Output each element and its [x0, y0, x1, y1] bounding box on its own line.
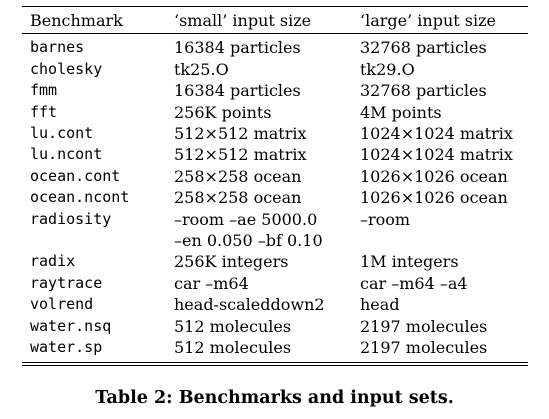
benchmark-name: fft [30, 102, 58, 121]
large-input-line: –room [360, 209, 411, 229]
benchmark-name: volrend [30, 295, 94, 314]
table-row: ocean.ncont 258×258 ocean 1026×1026 ocean [22, 187, 528, 208]
benchmark-table: Benchmark ‘small’ input size ‘large’ inp… [22, 7, 528, 362]
header-row: Benchmark ‘small’ input size ‘large’ inp… [22, 7, 528, 34]
large-input-line: 32768 particles [360, 38, 487, 58]
benchmark-name: cholesky [30, 59, 103, 78]
large-input-size: tk29.O [352, 59, 528, 80]
large-input-line: 32768 particles [360, 81, 487, 101]
small-input-size: 256K integers [166, 251, 352, 272]
benchmark-name: ocean.ncont [30, 188, 130, 207]
small-input-line: 256K integers [174, 252, 289, 272]
benchmark-name: water.nsq [30, 316, 112, 335]
small-input-line: head-scaleddown2 [174, 295, 325, 315]
benchmark-name: radix [30, 252, 76, 271]
small-input-line: tk25.O [174, 59, 229, 79]
benchmark-name: ocean.cont [30, 166, 121, 185]
large-input-size: 1M integers [352, 251, 528, 272]
large-input-size: head [352, 294, 528, 315]
large-input-size: car –m64 –a4 [352, 273, 528, 294]
large-input-line: car –m64 –a4 [360, 273, 468, 293]
header-small-input: ‘small’ input size [174, 11, 312, 30]
benchmark-name: raytrace [30, 273, 103, 292]
small-input-line: 258×258 ocean [174, 188, 302, 208]
top-rule [22, 6, 528, 7]
small-input-line: –room –ae 5000.0 [174, 209, 318, 229]
large-input-line: 1026×1026 ocean [360, 188, 508, 208]
table-row: raytrace car –m64 car –m64 –a4 [22, 273, 528, 294]
small-input-size: car –m64 [166, 273, 352, 294]
table-row: cholesky tk25.O tk29.O [22, 59, 528, 80]
large-input-line: 1024×1024 matrix [360, 124, 513, 144]
large-input-size: 1026×1026 ocean [352, 187, 528, 208]
bottom-rule [22, 361, 528, 363]
small-input-size: 258×258 ocean [166, 166, 352, 187]
small-input-size: –room –ae 5000.0 –en 0.050 –bf 0.10 [166, 209, 352, 252]
benchmark-name: radiosity [30, 209, 112, 228]
small-input-line: 258×258 ocean [174, 166, 302, 186]
small-input-size: 256K points [166, 102, 352, 123]
header-large-input: ‘large’ input size [360, 11, 496, 30]
large-input-size: 4M points [352, 102, 528, 123]
small-input-size: 16384 particles [166, 34, 352, 59]
small-input-size: 512 molecules [166, 337, 352, 361]
small-input-line: 512 molecules [174, 316, 292, 336]
large-input-line: 2197 molecules [360, 338, 488, 358]
large-input-line: 4M points [360, 102, 442, 122]
small-input-size: head-scaleddown2 [166, 294, 352, 315]
benchmark-name: lu.cont [30, 124, 94, 143]
table-row: lu.ncont 512×512 matrix 1024×1024 matrix [22, 144, 528, 165]
large-input-size: 2197 molecules [352, 337, 528, 361]
large-input-size: 32768 particles [352, 80, 528, 101]
large-input-size: 32768 particles [352, 34, 528, 59]
small-input-line: –en 0.050 –bf 0.10 [174, 231, 323, 251]
benchmark-name: fmm [30, 81, 58, 100]
small-input-line: 512×512 matrix [174, 124, 307, 144]
large-input-line: 2197 molecules [360, 316, 488, 336]
bottom-double-rule [22, 364, 528, 366]
table-row: fmm 16384 particles 32768 particles [22, 80, 528, 101]
small-input-line: 256K points [174, 102, 272, 122]
large-input-size: 1024×1024 matrix [352, 144, 528, 165]
table-row: lu.cont 512×512 matrix 1024×1024 matrix [22, 123, 528, 144]
small-input-size: 16384 particles [166, 80, 352, 101]
benchmark-name: water.sp [30, 338, 103, 357]
small-input-size: 258×258 ocean [166, 187, 352, 208]
table-row: radiosity –room –ae 5000.0 –en 0.050 –bf 0… [22, 209, 528, 252]
table-row: radix 256K integers 1M integers [22, 251, 528, 272]
large-input-line: 1026×1026 ocean [360, 166, 508, 186]
large-input-line: tk29.O [360, 59, 415, 79]
small-input-line: 16384 particles [174, 38, 301, 58]
large-input-size: 1024×1024 matrix [352, 123, 528, 144]
small-input-size: 512×512 matrix [166, 144, 352, 165]
table-caption: Table 2: Benchmarks and input sets. [95, 388, 454, 408]
large-input-line: 1024×1024 matrix [360, 145, 513, 165]
table-row: fft 256K points 4M points [22, 102, 528, 123]
table-row: ocean.cont 258×258 ocean 1026×1026 ocean [22, 166, 528, 187]
large-input-size: 2197 molecules [352, 316, 528, 337]
small-input-line: 512 molecules [174, 338, 292, 358]
large-input-line: 1M integers [360, 252, 459, 272]
small-input-line: car –m64 [174, 273, 249, 293]
small-input-line: 512×512 matrix [174, 145, 307, 165]
large-input-size: 1026×1026 ocean [352, 166, 528, 187]
benchmark-table-container: Benchmark ‘small’ input size ‘large’ inp… [22, 6, 528, 366]
small-input-line: 16384 particles [174, 81, 301, 101]
table-row: barnes 16384 particles 32768 particles [22, 33, 528, 59]
large-input-size: –room [352, 209, 528, 252]
table-row: water.nsq 512 molecules 2197 molecules [22, 316, 528, 337]
small-input-size: 512 molecules [166, 316, 352, 337]
table-row: water.sp 512 molecules 2197 molecules [22, 337, 528, 361]
table-row: volrend head-scaleddown2 head [22, 294, 528, 315]
header-benchmark: Benchmark [30, 11, 123, 30]
small-input-size: tk25.O [166, 59, 352, 80]
large-input-line: head [360, 295, 400, 315]
benchmark-name: lu.ncont [30, 145, 103, 164]
benchmark-name: barnes [30, 38, 85, 57]
small-input-size: 512×512 matrix [166, 123, 352, 144]
